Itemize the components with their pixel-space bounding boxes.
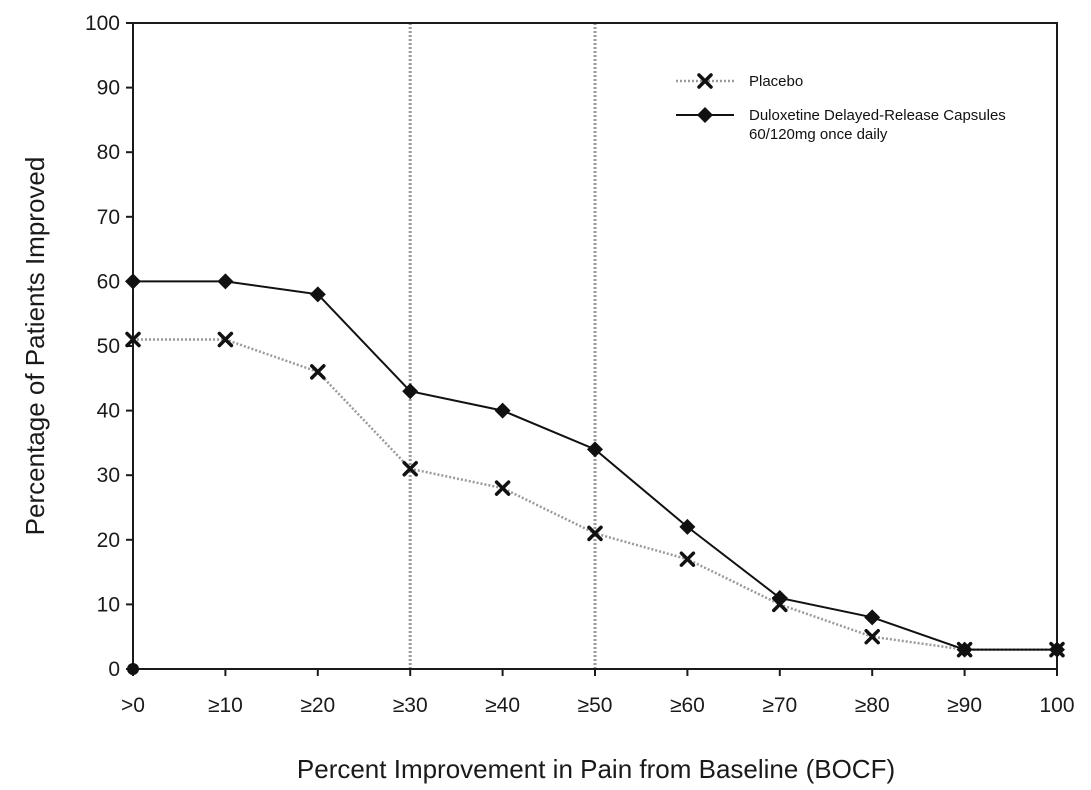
data-point bbox=[1049, 641, 1065, 658]
data-point bbox=[864, 628, 880, 645]
x-stroke bbox=[494, 480, 511, 496]
x-tick-label: ≥70 bbox=[762, 694, 797, 717]
data-point bbox=[125, 273, 141, 290]
x-stroke bbox=[697, 73, 713, 89]
extra-data-point bbox=[127, 663, 139, 675]
reference-lines bbox=[408, 23, 597, 669]
x-tick-label: 100 bbox=[1039, 694, 1074, 717]
data-point bbox=[402, 383, 419, 400]
x-tick-label: ≥60 bbox=[670, 694, 705, 717]
data-point bbox=[956, 641, 973, 658]
x-tick-label: ≥20 bbox=[300, 694, 335, 717]
data-point bbox=[125, 331, 141, 348]
x-tick-label: ≥90 bbox=[947, 694, 982, 717]
y-axis: 0 10 20 30 40 50 60 70 80 90 100 bbox=[85, 12, 133, 681]
x-axis-title: Percent Improvement in Pain from Baselin… bbox=[297, 754, 895, 784]
x-stroke bbox=[217, 331, 234, 348]
x-stroke bbox=[679, 551, 696, 567]
data-point bbox=[679, 518, 696, 535]
x-tick-label: ≥10 bbox=[208, 694, 243, 717]
x-stroke bbox=[587, 525, 603, 542]
legend-swatch-marker bbox=[697, 107, 713, 123]
legend-item-0: Placebo bbox=[676, 73, 803, 90]
y-tick-label: 10 bbox=[97, 593, 120, 616]
y-tick-label: 70 bbox=[97, 206, 120, 229]
data-point bbox=[587, 441, 603, 458]
data-point bbox=[310, 364, 326, 380]
data-point bbox=[402, 460, 418, 477]
y-tick-label: 0 bbox=[108, 658, 120, 681]
data-point bbox=[587, 525, 603, 542]
data-point bbox=[494, 402, 511, 419]
data-point bbox=[494, 480, 511, 496]
x-axis: >0 ≥10 ≥20 ≥30 ≥40 ≥50 ≥60 ≥70 ≥80 ≥90 100 bbox=[121, 669, 1075, 717]
y-tick-label: 90 bbox=[97, 77, 120, 100]
legend-item-1: Duloxetine Delayed-Release Capsules 60/12… bbox=[676, 107, 1006, 143]
legend-label: Placebo bbox=[749, 73, 803, 90]
x-stroke bbox=[125, 331, 141, 348]
data-point bbox=[217, 331, 234, 348]
y-tick-label: 30 bbox=[97, 464, 120, 487]
data-point bbox=[217, 273, 234, 290]
legend-swatch-marker bbox=[697, 73, 713, 89]
y-tick-label: 50 bbox=[97, 335, 120, 358]
x-tick-label: >0 bbox=[121, 694, 145, 717]
x-tick-label: ≥40 bbox=[485, 694, 520, 717]
x-stroke bbox=[310, 364, 326, 380]
y-tick-label: 60 bbox=[97, 270, 120, 293]
x-stroke bbox=[402, 460, 418, 477]
x-stroke bbox=[864, 628, 880, 645]
x-tick-label: ≥80 bbox=[855, 694, 890, 717]
y-tick-label: 40 bbox=[97, 400, 120, 423]
series-layer bbox=[125, 273, 1065, 675]
y-tick-label: 80 bbox=[97, 141, 120, 164]
data-point bbox=[771, 589, 788, 606]
y-axis-title: Percentage of Patients Improved bbox=[20, 157, 50, 536]
legend-label: 60/120mg once daily bbox=[749, 126, 888, 143]
x-tick-label: ≥30 bbox=[393, 694, 428, 717]
data-point bbox=[679, 551, 696, 567]
data-point bbox=[864, 609, 881, 626]
data-point bbox=[309, 286, 326, 303]
y-tick-label: 100 bbox=[85, 12, 120, 35]
y-tick-label: 20 bbox=[97, 529, 120, 552]
series-1 bbox=[125, 273, 1065, 658]
legend: Placebo Duloxetine Delayed-Release Capsul… bbox=[676, 73, 1006, 143]
x-tick-label: ≥50 bbox=[578, 694, 613, 717]
legend-label: Duloxetine Delayed-Release Capsules bbox=[749, 107, 1006, 124]
